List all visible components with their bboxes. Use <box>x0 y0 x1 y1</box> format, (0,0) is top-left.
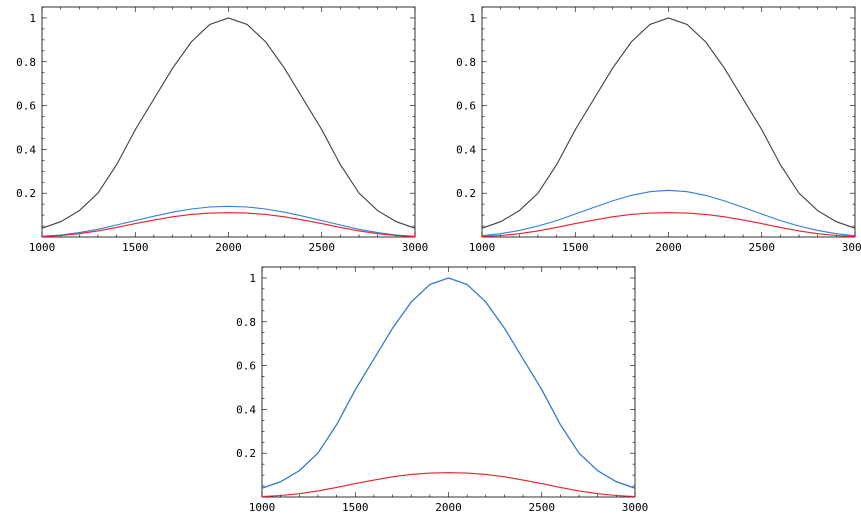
plot-frame <box>481 6 856 238</box>
x-tick-label: 3000 <box>622 501 649 514</box>
series-line-red <box>41 212 416 238</box>
x-tick-label: 2500 <box>749 241 776 254</box>
y-tick-label: 0.6 <box>236 360 256 373</box>
plot-frame <box>261 266 636 498</box>
series-line-dark <box>481 17 856 229</box>
x-tick-label: 2000 <box>215 241 242 254</box>
x-tick-label: 2500 <box>529 501 556 514</box>
x-tick-label: 1500 <box>342 501 369 514</box>
chart-top-left: 1000 1500 2000 2500 3000 0.2 0.4 0.6 0.8 1 <box>16 6 429 254</box>
y-tick-label: 0.6 <box>16 100 36 113</box>
x-tick-label: 2500 <box>309 241 336 254</box>
series-line-dark <box>261 277 636 489</box>
y-tick-label: 0.4 <box>236 403 256 416</box>
y-tick-label: 0.2 <box>16 187 36 200</box>
x-tick-label: 3000 <box>402 241 429 254</box>
y-tick-label: 0.2 <box>456 187 476 200</box>
x-tick-label: 2000 <box>655 241 682 254</box>
x-tick-label: 3000 <box>842 241 861 254</box>
y-tick-label: 0.4 <box>16 143 36 156</box>
plot-frame <box>41 6 416 238</box>
x-tick-label: 2000 <box>435 501 462 514</box>
y-tick-label: 0.8 <box>456 56 476 69</box>
series-line-dark <box>41 17 416 229</box>
series-line-blue <box>41 205 416 237</box>
series-line-blue <box>261 277 636 489</box>
y-tick-label: 0.6 <box>456 100 476 113</box>
y-tick-label: 1 <box>469 12 476 25</box>
x-tick-label: 1500 <box>122 241 149 254</box>
y-tick-label: 0.8 <box>236 316 256 329</box>
y-tick-label: 0.8 <box>16 56 36 69</box>
chart-bottom: 1000 1500 2000 2500 3000 0.2 0.4 0.6 0.8 1 <box>236 266 649 514</box>
y-tick-label: 1 <box>249 272 256 285</box>
x-tick-label: 1000 <box>29 241 56 254</box>
y-tick-label: 0.4 <box>456 143 476 156</box>
series-line-red <box>261 472 636 498</box>
x-tick-label: 1000 <box>249 501 276 514</box>
chart-top-right: 1000 1500 2000 2500 3000 0.2 0.4 0.6 0.8 1 <box>456 6 861 254</box>
y-tick-label: 1 <box>29 12 36 25</box>
y-tick-label: 0.2 <box>236 447 256 460</box>
series-line-blue <box>481 189 856 237</box>
series-line-red <box>481 212 856 238</box>
x-tick-label: 1500 <box>562 241 589 254</box>
x-tick-label: 1000 <box>469 241 496 254</box>
